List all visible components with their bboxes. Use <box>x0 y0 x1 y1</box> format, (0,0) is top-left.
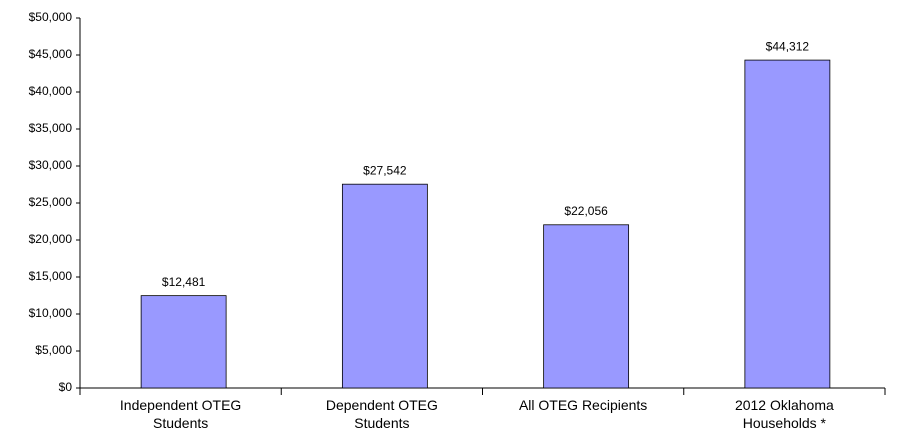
x-tick-label: All OTEG Recipients <box>518 397 648 413</box>
x-tick-label: Independent OTEG Students <box>119 397 242 431</box>
y-tick-label: $5,000 <box>35 343 72 357</box>
x-tick-label: 2012 Oklahoma Households * <box>734 397 834 431</box>
y-tick-label: $45,000 <box>29 47 73 61</box>
x-tick-label: Dependent OTEG Students <box>325 397 438 431</box>
y-tick-label: $40,000 <box>29 84 73 98</box>
value-label: $22,056 <box>564 204 608 218</box>
y-tick-label: $50,000 <box>29 10 73 24</box>
bar <box>543 224 630 389</box>
bar <box>744 59 831 389</box>
y-tick-label: $25,000 <box>29 195 73 209</box>
y-tick-label: $10,000 <box>29 306 73 320</box>
value-label: $12,481 <box>162 275 206 289</box>
y-tick-label: $0 <box>59 380 73 394</box>
y-tick-label: $15,000 <box>29 269 73 283</box>
y-tick-label: $35,000 <box>29 121 73 135</box>
bar <box>140 295 227 389</box>
y-tick-label: $30,000 <box>29 158 73 172</box>
value-label: $27,542 <box>363 163 407 177</box>
value-label: $44,312 <box>766 39 810 53</box>
bar <box>341 183 428 389</box>
y-tick-label: $20,000 <box>29 232 73 246</box>
